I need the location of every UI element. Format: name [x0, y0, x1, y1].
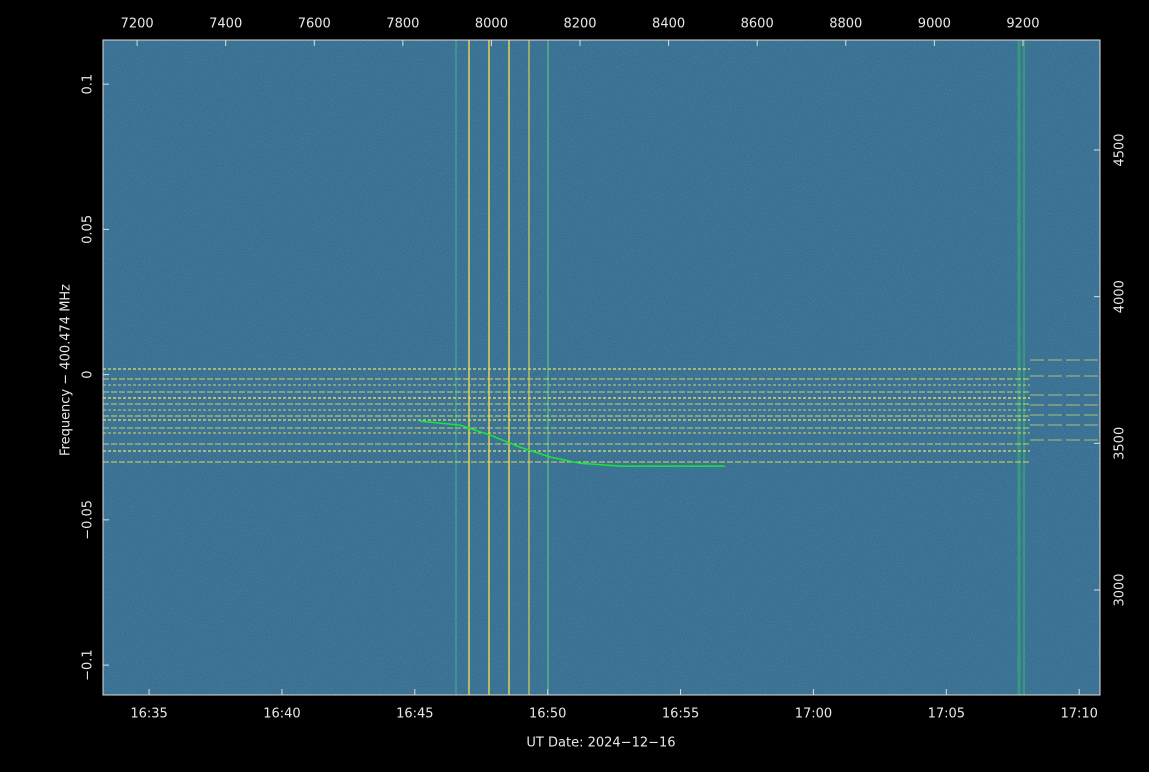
- x-top-tick-label: 8800: [829, 17, 862, 32]
- y-tick-label: −0.05: [81, 500, 96, 540]
- y-tick-label: 0.1: [81, 74, 96, 95]
- x-tick-label: 16:40: [263, 707, 300, 722]
- doppler-track: [420, 420, 725, 467]
- x-top-tick-label: 8400: [652, 17, 685, 32]
- y2-tick-label: 4000: [1113, 280, 1128, 313]
- x-tick-label: 16:35: [130, 707, 167, 722]
- x-top-tick-label: 8600: [741, 17, 774, 32]
- x-top-tick-label: 7800: [386, 17, 419, 32]
- noise: [103, 40, 1100, 695]
- x-top-tick-label: 7400: [209, 17, 242, 32]
- x-axis-label: UT Date: 2024−12−16: [526, 736, 675, 751]
- x-tick-label: 16:55: [662, 707, 699, 722]
- x-top-tick-label: 7600: [298, 17, 331, 32]
- interference: [103, 40, 1100, 695]
- y-tick-label: 0.05: [81, 215, 96, 244]
- x-top-tick-label: 7200: [121, 17, 154, 32]
- x-top-tick-label: 9000: [918, 17, 951, 32]
- x-tick-label: 17:10: [1060, 707, 1097, 722]
- y-tick-label: −0.1: [81, 649, 96, 681]
- x-top-tick-label: 9200: [1006, 17, 1039, 32]
- x-tick-label: 16:50: [529, 707, 566, 722]
- x-tick-label: 17:00: [795, 707, 832, 722]
- y2-tick-label: 3000: [1113, 573, 1128, 606]
- y-axis-label: Frequency − 400.474 MHz: [59, 284, 74, 456]
- plot-frame: [102, 39, 1101, 696]
- x-top-tick-label: 8200: [563, 17, 596, 32]
- x-tick-label: 17:05: [928, 707, 965, 722]
- x-top-tick-label: 8000: [475, 17, 508, 32]
- y-tick-label: 0: [81, 370, 96, 378]
- x-tick-label: 16:45: [396, 707, 433, 722]
- y2-tick-label: 4500: [1113, 133, 1128, 166]
- y2-tick-label: 3500: [1113, 427, 1128, 460]
